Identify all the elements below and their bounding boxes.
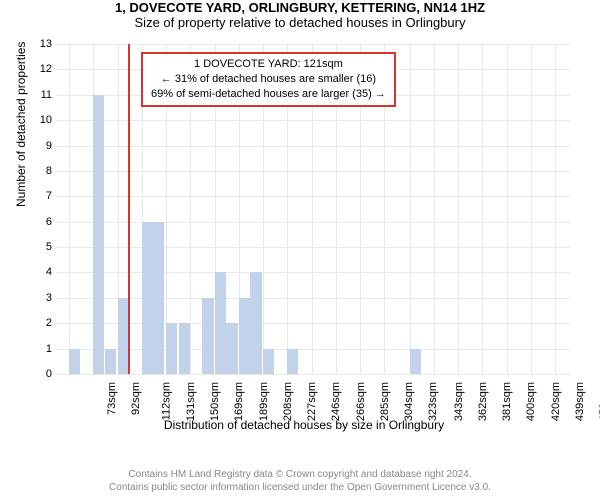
y-tick-label: 2 (22, 317, 52, 329)
reference-line (128, 44, 130, 374)
histogram-bar (239, 298, 250, 374)
chart-subtitle: Size of property relative to detached ho… (0, 15, 600, 30)
x-tick-label: 439sqm (574, 382, 586, 421)
histogram-bar (179, 323, 190, 374)
x-tick-label: 227sqm (306, 382, 318, 421)
legend-line1: 1 DOVECOTE YARD: 121sqm (151, 57, 386, 72)
y-tick-label: 11 (22, 89, 52, 101)
x-tick-label: 169sqm (233, 382, 245, 421)
histogram-bar (250, 272, 261, 374)
x-tick-label: 343sqm (453, 382, 465, 421)
x-tick-label: 112sqm (160, 382, 172, 420)
grid-v (507, 44, 508, 374)
x-tick-label: 323sqm (427, 382, 439, 421)
y-tick-label: 8 (22, 165, 52, 177)
histogram-bar (215, 272, 226, 374)
grid-v (482, 44, 483, 374)
x-tick-label: 266sqm (356, 382, 368, 421)
x-tick-label: 400sqm (525, 382, 537, 421)
x-axis-label: Distribution of detached houses by size … (30, 418, 578, 432)
grid-v (458, 44, 459, 374)
legend-box: 1 DOVECOTE YARD: 121sqm← 31% of detached… (141, 52, 396, 107)
grid-v (410, 44, 411, 374)
grid-h (56, 374, 570, 375)
legend-line2: ← 31% of detached houses are smaller (16… (151, 72, 386, 87)
y-tick-label: 7 (22, 190, 52, 202)
footer-line1: Contains HM Land Registry data © Crown c… (0, 469, 600, 482)
histogram-bar (226, 323, 237, 374)
chart-container: Number of detached properties 1 DOVECOTE… (30, 42, 578, 422)
x-tick-label: 246sqm (330, 382, 342, 421)
y-tick-label: 12 (22, 63, 52, 75)
x-tick-label: 362sqm (477, 382, 489, 421)
plot-area: 1 DOVECOTE YARD: 121sqm← 31% of detached… (56, 44, 570, 374)
x-tick-label: 92sqm (130, 382, 142, 415)
histogram-bar (93, 95, 104, 374)
histogram-bar (153, 222, 164, 374)
x-tick-label: 131sqm (185, 382, 197, 421)
y-tick-label: 10 (22, 114, 52, 126)
grid-v (555, 44, 556, 374)
x-tick-label: 73sqm (106, 382, 118, 415)
y-tick-label: 1 (22, 343, 52, 355)
x-tick-label: 285sqm (380, 382, 392, 421)
x-tick-label: 150sqm (209, 382, 221, 421)
x-tick-label: 381sqm (501, 382, 513, 421)
histogram-bar (410, 349, 421, 374)
y-tick-label: 13 (22, 38, 52, 50)
footer-line2: Contains public sector information licen… (0, 482, 600, 495)
y-tick-label: 6 (22, 216, 52, 228)
histogram-bar (69, 349, 80, 374)
histogram-bar (166, 323, 177, 374)
legend-line3: 69% of semi-detached houses are larger (… (151, 87, 386, 102)
y-tick-label: 5 (22, 241, 52, 253)
x-tick-label: 304sqm (403, 382, 415, 421)
y-tick-label: 4 (22, 266, 52, 278)
x-tick-label: 189sqm (258, 382, 270, 421)
histogram-bar (202, 298, 213, 374)
histogram-bar (263, 349, 274, 374)
chart-title: 1, DOVECOTE YARD, ORLINGBURY, KETTERING,… (0, 0, 600, 15)
x-tick-label: 420sqm (550, 382, 562, 421)
grid-v (531, 44, 532, 374)
y-tick-label: 3 (22, 292, 52, 304)
histogram-bar (105, 349, 116, 374)
y-tick-label: 0 (22, 368, 52, 380)
grid-v (434, 44, 435, 374)
histogram-bar (287, 349, 298, 374)
grid-v (69, 44, 70, 374)
histogram-bar (142, 222, 153, 374)
x-tick-label: 208sqm (282, 382, 294, 421)
y-tick-label: 9 (22, 140, 52, 152)
footer-attribution: Contains HM Land Registry data © Crown c… (0, 469, 600, 494)
